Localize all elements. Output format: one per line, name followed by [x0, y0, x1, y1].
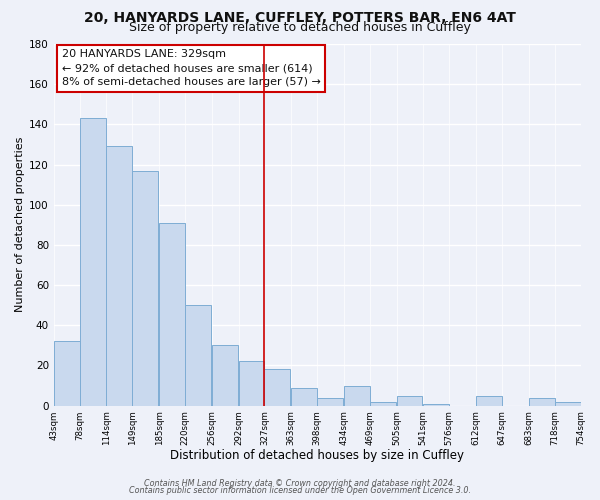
Bar [317, 398, 343, 406]
Bar [80, 118, 106, 406]
Bar [397, 396, 422, 406]
Bar [476, 396, 502, 406]
Bar [185, 305, 211, 406]
X-axis label: Distribution of detached houses by size in Cuffley: Distribution of detached houses by size … [170, 450, 464, 462]
Bar [370, 402, 396, 406]
Text: 20, HANYARDS LANE, CUFFLEY, POTTERS BAR, EN6 4AT: 20, HANYARDS LANE, CUFFLEY, POTTERS BAR,… [84, 11, 516, 25]
Text: Size of property relative to detached houses in Cuffley: Size of property relative to detached ho… [129, 22, 471, 35]
Bar [554, 402, 581, 406]
Bar [133, 170, 158, 406]
Bar [212, 346, 238, 406]
Bar [54, 342, 80, 406]
Text: Contains HM Land Registry data © Crown copyright and database right 2024.: Contains HM Land Registry data © Crown c… [144, 478, 456, 488]
Bar [291, 388, 317, 406]
Bar [106, 146, 133, 406]
Bar [529, 398, 554, 406]
Bar [159, 223, 185, 406]
Text: 20 HANYARDS LANE: 329sqm
← 92% of detached houses are smaller (614)
8% of semi-d: 20 HANYARDS LANE: 329sqm ← 92% of detach… [62, 50, 320, 88]
Bar [423, 404, 449, 406]
Bar [344, 386, 370, 406]
Bar [265, 370, 290, 406]
Bar [239, 362, 265, 406]
Text: Contains public sector information licensed under the Open Government Licence 3.: Contains public sector information licen… [129, 486, 471, 495]
Y-axis label: Number of detached properties: Number of detached properties [15, 137, 25, 312]
